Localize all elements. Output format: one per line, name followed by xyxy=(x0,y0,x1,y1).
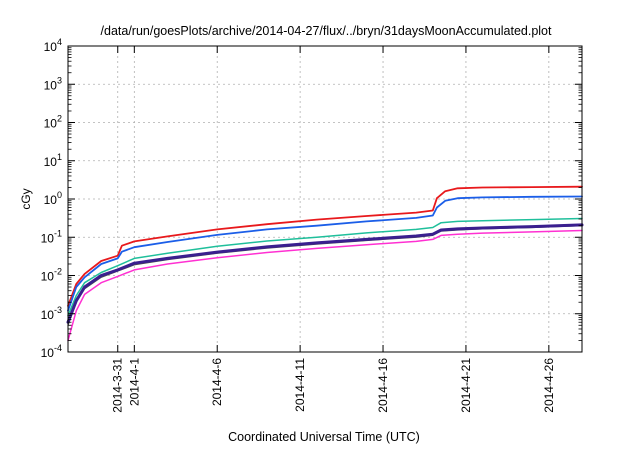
y-tick-label: 104 xyxy=(44,37,62,54)
x-tick-label: 2014-3-31 xyxy=(111,358,125,413)
x-tick-label: 2014-4-1 xyxy=(127,358,141,406)
x-tick-label: 2014-4-26 xyxy=(542,358,556,413)
series-line xyxy=(67,229,583,342)
y-axis: 10-4 10-3 10-2 10-1 100 101 102 103 104 xyxy=(41,37,582,360)
y-tick-label: 10-4 xyxy=(41,343,62,360)
y-tick-label: 101 xyxy=(44,152,62,169)
x-tick-label: 2014-4-21 xyxy=(459,358,473,413)
x-axis: 2014-3-31 2014-4-1 2014-4-6 2014-4-11 2014-4… xyxy=(111,46,556,413)
x-tick-label: 2014-4-6 xyxy=(210,358,224,406)
series-line xyxy=(67,217,583,317)
chart-title: /data/run/goesPlots/archive/2014-04-27/f… xyxy=(101,24,552,38)
series-line xyxy=(67,185,583,307)
y-tick-label: 102 xyxy=(44,114,62,131)
y-tick-label: 10-1 xyxy=(41,228,62,245)
x-tick-label: 2014-4-11 xyxy=(293,358,307,412)
x-tick-label: 2014-4-16 xyxy=(376,358,390,413)
series-line xyxy=(67,195,583,312)
y-tick-label: 10-3 xyxy=(41,305,62,322)
y-axis-label: cGy xyxy=(19,188,33,209)
y-tick-label: 10-2 xyxy=(41,267,62,284)
grid xyxy=(68,46,582,352)
y-tick-label: 100 xyxy=(44,190,62,207)
x-axis-label: Coordinated Universal Time (UTC) xyxy=(228,430,420,444)
series-line xyxy=(66,223,584,324)
y-tick-label: 103 xyxy=(44,75,62,92)
series-group xyxy=(66,185,584,342)
